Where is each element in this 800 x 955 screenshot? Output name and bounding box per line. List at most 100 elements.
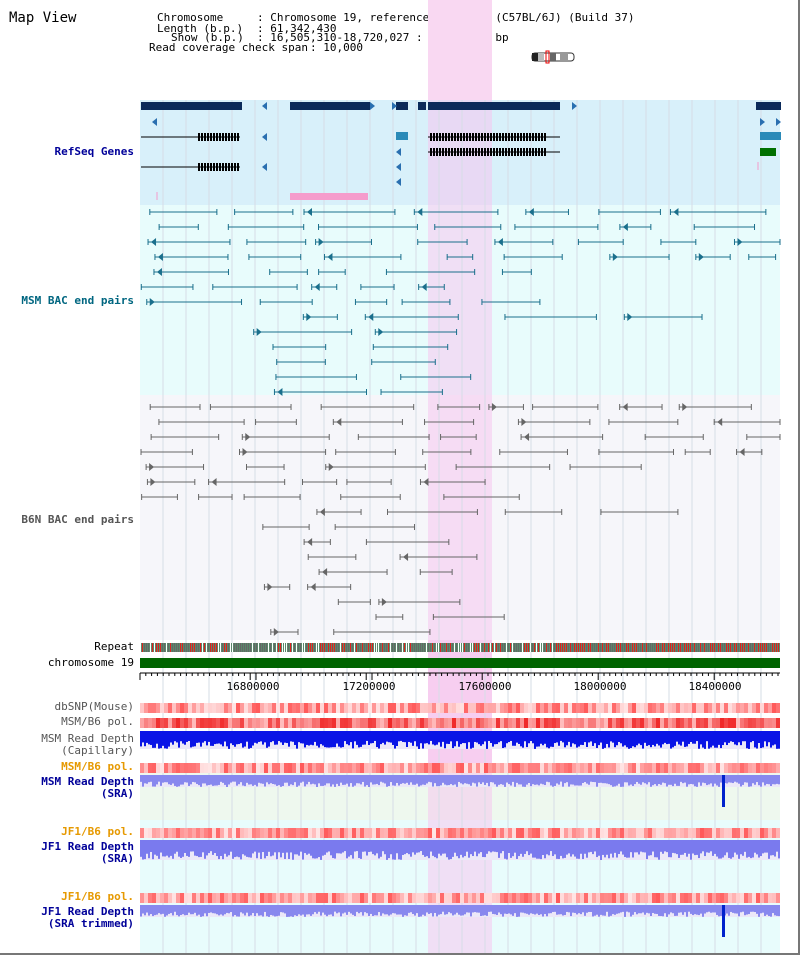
heat-cell (312, 893, 316, 903)
heat-cell (248, 893, 252, 903)
heat-cell (244, 763, 248, 773)
depth-bar (188, 731, 190, 741)
heat-cell (356, 703, 360, 713)
strand-arrow (370, 102, 375, 110)
depth-bar (618, 840, 620, 855)
read-depth-tracks[interactable] (140, 731, 780, 937)
heat-cell (612, 703, 616, 713)
exon (505, 148, 507, 156)
exon (490, 133, 492, 141)
depth-bar (726, 731, 728, 746)
msm-bac-pairs[interactable] (140, 208, 781, 396)
heat-cell (264, 718, 268, 728)
depth-bar (236, 840, 238, 857)
bac-end-arrow (149, 463, 155, 471)
depth-bar (532, 840, 534, 858)
depth-bar (646, 731, 648, 746)
depth-bar (508, 775, 510, 785)
repeat-mark (162, 643, 163, 652)
depth-bar (248, 731, 250, 749)
repeat-mark (416, 643, 417, 652)
heat-cell (296, 763, 300, 773)
depth-bar (224, 775, 226, 785)
heat-cell (688, 718, 692, 728)
depth-bar (294, 731, 296, 745)
depth-bar (410, 775, 412, 783)
heat-cell (584, 893, 588, 903)
repeat-mark (738, 643, 739, 652)
heat-cell (500, 893, 504, 903)
repeat-mark (518, 643, 519, 652)
depth-bar (590, 905, 592, 912)
repeat-mark (574, 643, 575, 652)
depth-bar (630, 905, 632, 917)
repeat-track[interactable] (140, 643, 780, 652)
repeat-mark (472, 643, 473, 652)
depth-bar (534, 731, 536, 749)
exon (201, 163, 203, 171)
depth-bar (268, 840, 270, 852)
depth-bar (618, 775, 620, 784)
depth-bar (622, 905, 624, 912)
repeat-mark (328, 643, 329, 652)
repeat-mark (568, 643, 569, 652)
depth-bar (412, 840, 414, 853)
chromosome-ideogram-icon[interactable] (531, 50, 575, 64)
repeat-mark (296, 643, 297, 652)
depth-bar (336, 731, 338, 744)
depth-bar (652, 905, 654, 913)
depth-bar (504, 731, 506, 748)
depth-bar (762, 905, 764, 913)
repeat-mark (426, 643, 427, 652)
repeat-mark (142, 643, 143, 652)
depth-bar (368, 731, 370, 745)
repeat-mark (326, 643, 327, 652)
depth-bar (502, 775, 504, 785)
depth-bar (200, 840, 202, 857)
refseq-genes[interactable] (141, 102, 781, 200)
depth-bar (702, 840, 704, 852)
polymorphism-heatmaps[interactable] (140, 703, 780, 903)
exon (475, 148, 477, 156)
repeat-mark (744, 643, 745, 652)
heat-cell (364, 718, 368, 728)
repeat-mark (414, 643, 415, 652)
depth-bar (522, 775, 524, 787)
depth-bar (216, 840, 218, 857)
bac-end-arrow (497, 238, 503, 246)
depth-bar (480, 905, 482, 917)
heat-cell (472, 763, 476, 773)
track-label-b6n-bac[interactable]: B6N BAC end pairs (21, 513, 134, 526)
depth-bar (156, 905, 158, 915)
repeat-mark (428, 643, 429, 652)
depth-bar (550, 731, 552, 747)
depth-bar (338, 905, 340, 913)
repeat-mark (444, 643, 445, 652)
depth-bar (334, 840, 336, 859)
chromosome-bar[interactable] (140, 658, 780, 668)
depth-bar (406, 731, 408, 747)
heat-cell (184, 718, 188, 728)
depth-bar (570, 840, 572, 857)
track-label-refseq[interactable]: RefSeq Genes (54, 145, 134, 158)
repeat-mark (184, 643, 185, 652)
depth-bar (648, 905, 650, 914)
b6n-bac-pairs[interactable] (140, 403, 781, 636)
depth-bar (512, 775, 514, 782)
depth-bar (198, 731, 200, 743)
depth-bar (444, 905, 446, 915)
heat-cell (296, 828, 300, 838)
heat-cell (356, 893, 360, 903)
depth-bar (358, 840, 360, 859)
repeat-mark (578, 643, 579, 652)
depth-bar (694, 905, 696, 915)
depth-bar (170, 905, 172, 914)
depth-bar (612, 905, 614, 915)
heat-cell (632, 828, 636, 838)
depth-bar (242, 840, 244, 855)
repeat-mark (386, 643, 387, 652)
heat-cell (388, 893, 392, 903)
track-label-msm-bac[interactable]: MSM BAC end pairs (21, 294, 134, 307)
depth-bar (320, 905, 322, 916)
